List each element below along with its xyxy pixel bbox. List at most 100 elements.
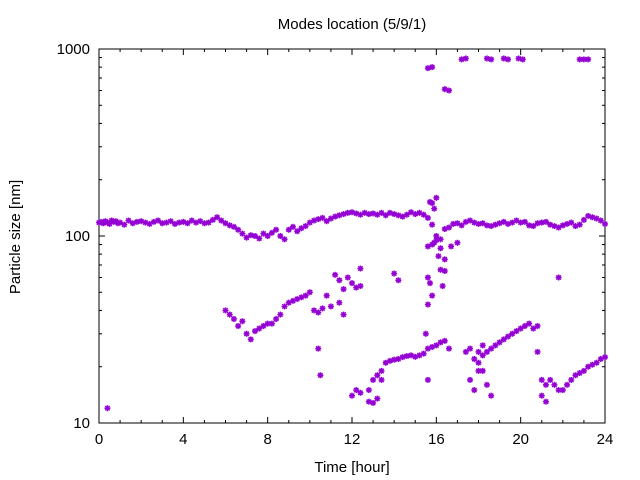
- data-point: [568, 219, 575, 226]
- data-point: [471, 355, 478, 362]
- data-point: [285, 226, 292, 233]
- data-point: [370, 399, 377, 406]
- data-point: [340, 286, 347, 293]
- data-point: [530, 325, 537, 332]
- data-point: [209, 216, 216, 223]
- data-point: [226, 311, 233, 318]
- data-point: [252, 233, 259, 239]
- data-point: [420, 350, 427, 357]
- y-axis-label: Particle size [nm]: [7, 180, 24, 294]
- data-point: [448, 243, 455, 250]
- data-point: [281, 236, 288, 243]
- data-point: [515, 55, 522, 62]
- data-point: [435, 253, 442, 260]
- data-point: [252, 328, 259, 335]
- data-point: [302, 223, 309, 230]
- data-point: [277, 233, 284, 239]
- data-point: [597, 217, 604, 224]
- data-point: [205, 219, 212, 226]
- data-point: [517, 325, 524, 332]
- data-point: [230, 223, 237, 230]
- data-point: [214, 214, 221, 221]
- data-point: [542, 398, 549, 405]
- data-point: [488, 392, 495, 399]
- data-point: [306, 289, 313, 296]
- data-point: [357, 265, 364, 272]
- data-point: [277, 311, 284, 318]
- data-point: [357, 389, 364, 396]
- data-point: [542, 218, 549, 225]
- x-axis-label: Time [hour]: [314, 459, 389, 476]
- data-point: [319, 214, 326, 221]
- data-point: [572, 372, 579, 379]
- data-point: [467, 345, 474, 352]
- data-point: [264, 233, 271, 239]
- data-point: [424, 376, 431, 383]
- data-point: [273, 315, 280, 322]
- data-point: [441, 256, 448, 263]
- data-point: [395, 277, 402, 284]
- chart-title: Modes location (5/9/1): [278, 16, 426, 33]
- data-point: [378, 367, 385, 374]
- data-point: [505, 56, 512, 63]
- data-point: [602, 220, 608, 227]
- data-point: [235, 323, 242, 330]
- data-point: [317, 372, 324, 379]
- data-point: [488, 345, 495, 352]
- data-point: [260, 230, 267, 237]
- data-point: [268, 320, 275, 327]
- data-point: [344, 274, 351, 281]
- data-point: [427, 280, 434, 287]
- data-point: [315, 216, 322, 223]
- data-point: [445, 345, 452, 352]
- data-point: [323, 292, 330, 299]
- data-point: [327, 303, 334, 310]
- data-point: [475, 348, 482, 355]
- data-point: [445, 224, 452, 231]
- data-point: [302, 292, 309, 299]
- data-point: [239, 230, 246, 237]
- data-point: [420, 211, 427, 218]
- data-point: [479, 367, 486, 374]
- data-point: [534, 323, 541, 330]
- data-point: [298, 294, 305, 301]
- data-point: [441, 267, 448, 274]
- data-point: [488, 56, 495, 63]
- x-tick-label: 20: [512, 431, 529, 448]
- data-point: [509, 330, 516, 337]
- data-point: [315, 309, 322, 316]
- x-tick-label: 8: [263, 431, 271, 448]
- data-point: [243, 330, 250, 337]
- data-point: [424, 274, 431, 281]
- data-point: [462, 55, 469, 62]
- data-point: [483, 348, 490, 355]
- data-point: [370, 376, 377, 383]
- data-point: [319, 305, 326, 312]
- data-point: [424, 301, 431, 308]
- data-point: [235, 226, 242, 233]
- data-point: [505, 333, 512, 340]
- data-point: [260, 323, 267, 330]
- data-point: [247, 336, 254, 343]
- data-point: [500, 336, 507, 343]
- data-point: [125, 217, 132, 224]
- data-point: [538, 376, 545, 383]
- data-point: [264, 320, 271, 327]
- data-point: [222, 307, 229, 314]
- data-point: [521, 218, 528, 225]
- data-point: [433, 342, 440, 349]
- data-point: [483, 381, 490, 388]
- data-point: [538, 392, 545, 399]
- data-point: [378, 209, 385, 216]
- data-point: [247, 232, 254, 239]
- data-point: [437, 245, 444, 252]
- data-point: [289, 223, 296, 230]
- data-point: [256, 235, 263, 242]
- data-point: [496, 339, 503, 346]
- data-point: [580, 216, 587, 223]
- data-point: [357, 283, 364, 290]
- data-point: [576, 221, 583, 228]
- data-point: [281, 303, 288, 310]
- data-point: [519, 56, 526, 63]
- data-point: [218, 217, 225, 224]
